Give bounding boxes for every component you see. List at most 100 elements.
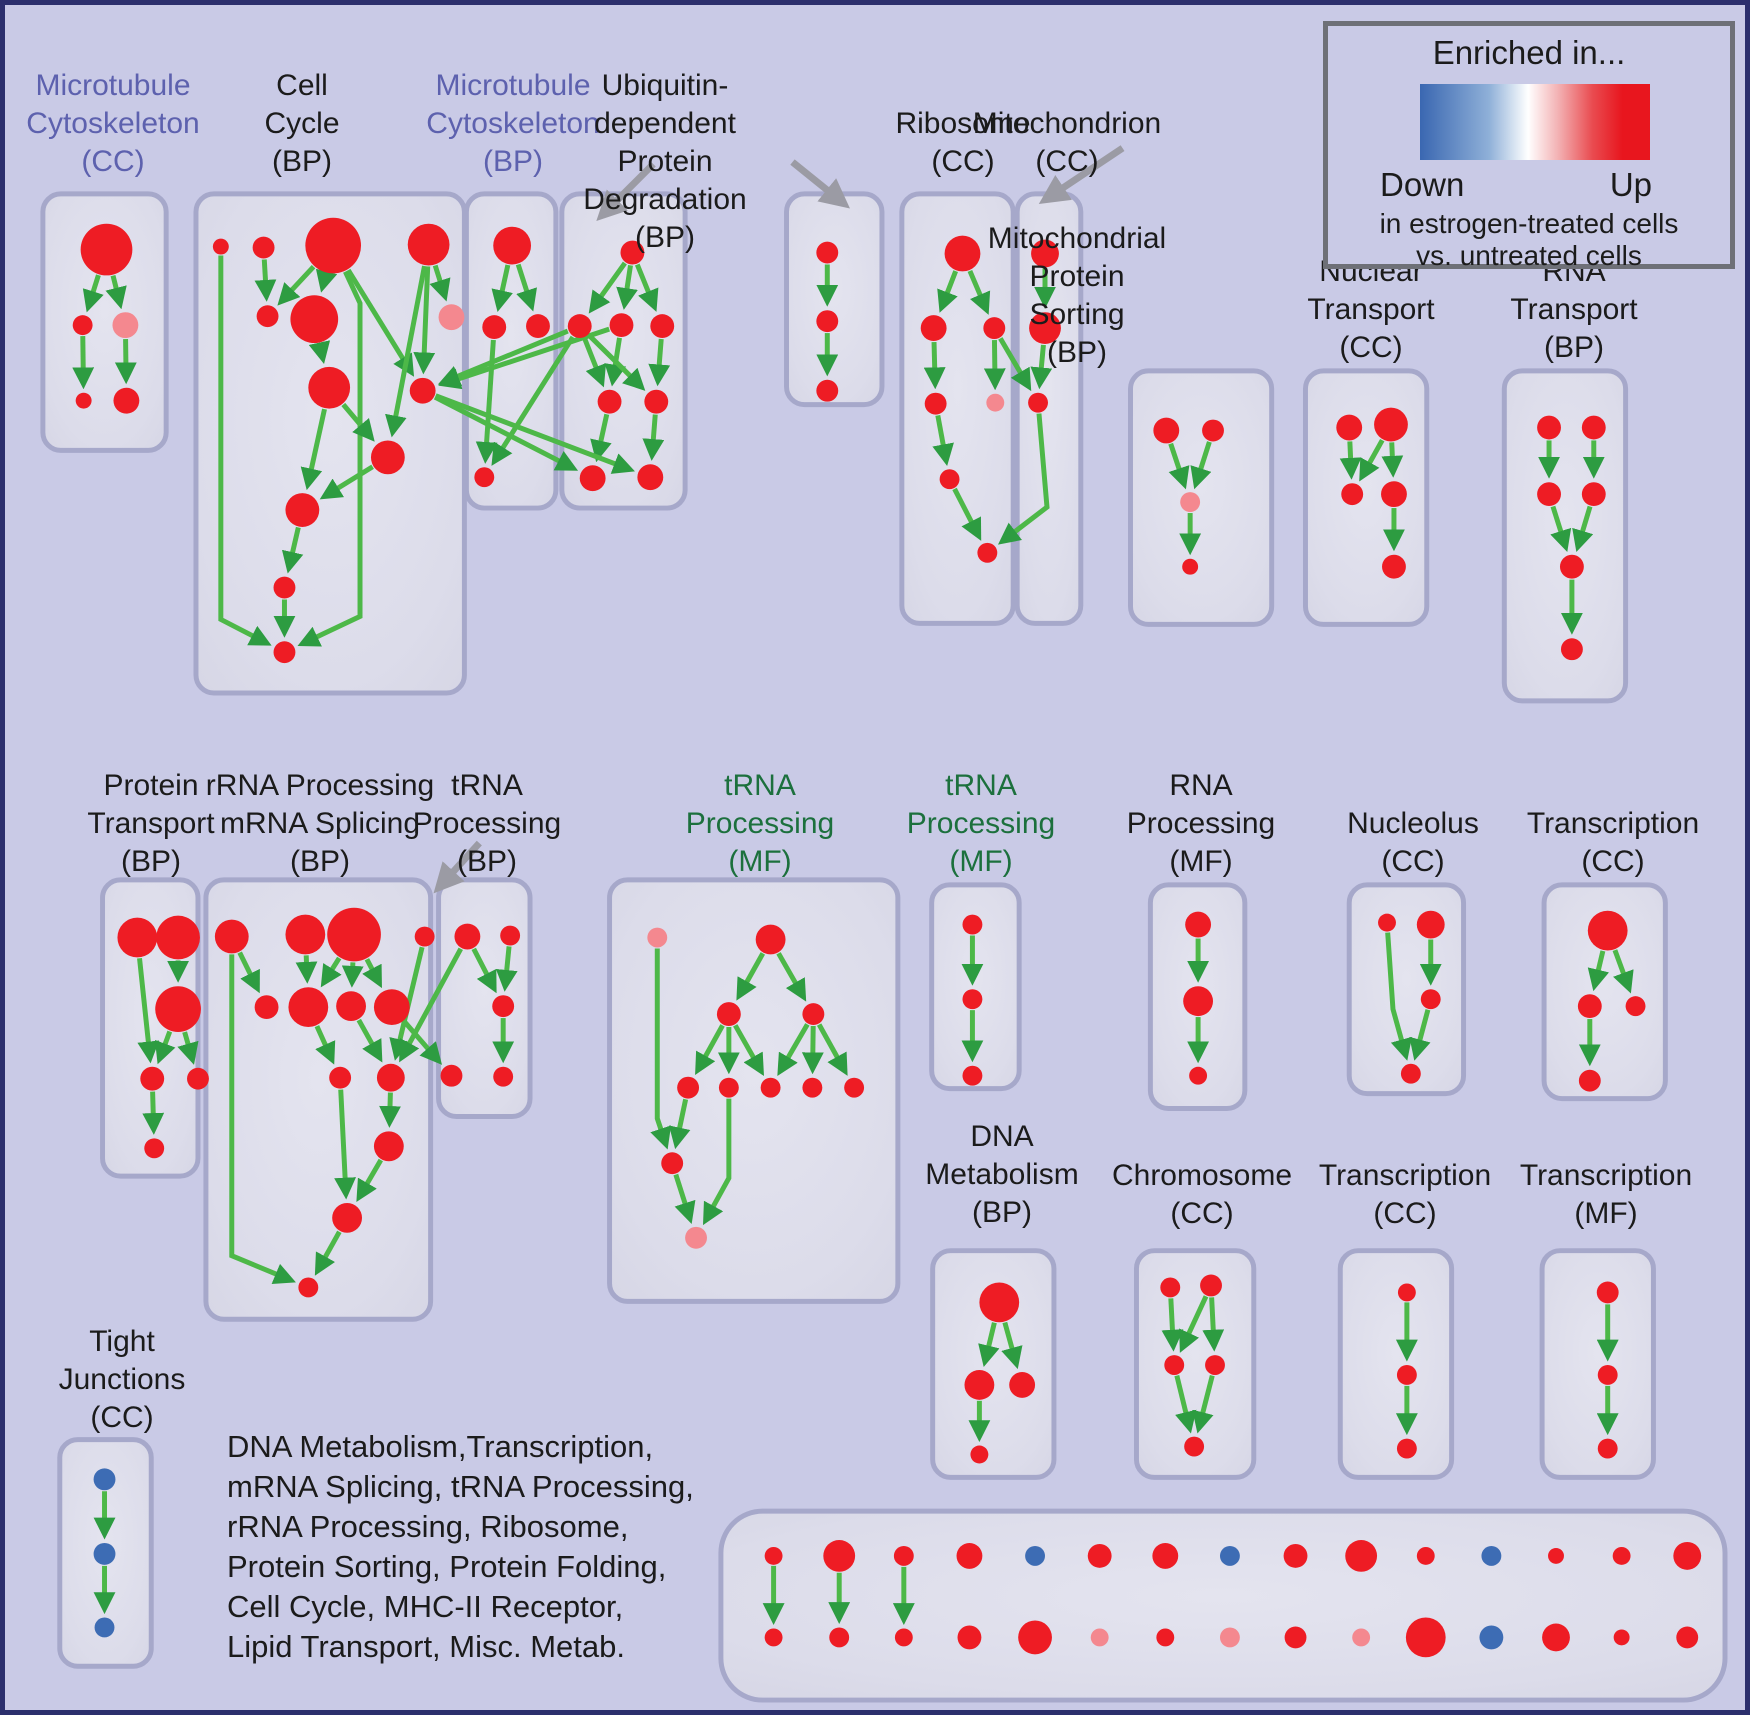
edge-N10-N11 [673, 1173, 696, 1225]
edge-N3-N5 [695, 1024, 725, 1076]
microtubule-cc-label-line: Microtubule [35, 69, 191, 102]
protein-transport-node-K3 [155, 986, 201, 1032]
transcription-cc-label: Transcription (CC) [1527, 805, 1699, 881]
edge-B11-B12 [281, 526, 304, 574]
misc-annotation-label-line: DNA Metabolism,Transcription, [227, 1429, 654, 1464]
rna-transport-node-J4 [1581, 482, 1606, 507]
mitochondrion-label: Mitochondrion (CC) [973, 105, 1161, 181]
edge-L9-L12 [334, 1089, 357, 1200]
misc-categories-node-Y6 [1090, 1628, 1109, 1647]
chromosome-label: Chromosome (CC) [1112, 1157, 1292, 1233]
rna-processing-mf-label-line: (MF) [1169, 845, 1233, 878]
microtubule-bp-node-C1 [493, 226, 532, 265]
microtubule-bp-node-C2 [482, 315, 507, 340]
legend-down-label: Down [1380, 166, 1465, 203]
edge-D4-D6 [648, 338, 671, 387]
edge-D2-C4 [491, 335, 575, 466]
mitochondrion-label-line: Mitochondrion [972, 107, 1162, 140]
mitochondrial-protein-sorting-node-H2 [1202, 419, 1224, 442]
transcription-mf-label-line: (MF) [1574, 1197, 1638, 1230]
edge-N1-N10 [650, 948, 672, 1150]
edge-A1-A3 [105, 275, 127, 310]
misc-annotation-label: DNA Metabolism,Transcription, mRNA Splici… [227, 1427, 694, 1667]
ribosome-node-F7 [977, 542, 998, 563]
edge-L4-L10 [389, 946, 425, 1061]
chromosome-node-T1 [1160, 1277, 1181, 1298]
protein-transport-node-K4 [140, 1066, 165, 1091]
ribosome-node-F4 [924, 392, 947, 415]
microtubule-cc-label: Microtubule Cytoskeleton (CC) [26, 67, 199, 181]
tight-junctions-label-line: Junctions [58, 1363, 186, 1396]
mitochondrial-protein-sorting-label-line: Mitochondrial [987, 222, 1167, 255]
transcription-cc-box [1541, 882, 1668, 1102]
misc-annotation-label-line: Protein Sorting, Protein Folding, [227, 1549, 667, 1584]
protein-transport-label: Protein Transport (BP) [87, 767, 214, 881]
edge-B1-B13 [218, 255, 272, 646]
edge-D1-D2 [588, 261, 627, 314]
transcription-cc-2-node-U3 [1396, 1438, 1417, 1459]
trna-processing-mf-small-node-O2 [962, 989, 983, 1010]
protein-transport-label-line: Protein [103, 769, 199, 802]
chromosome-label-line: (CC) [1170, 1197, 1234, 1230]
edge-T1-T3 [1161, 1298, 1184, 1352]
edge-L3-L6 [320, 956, 342, 988]
misc-categories-node-Y7 [1156, 1628, 1175, 1647]
ubiquitin-wide-node-D8 [637, 464, 664, 491]
transcription-cc-2-label-line: Transcription [1318, 1159, 1492, 1192]
microtubule-cc-node-A5 [113, 387, 140, 414]
ubiquitin-chain-node-E1 [816, 241, 839, 264]
misc-categories-node-X1 [764, 1546, 783, 1565]
protein-transport-node-K2 [156, 915, 200, 960]
edge-B9-D8 [434, 393, 635, 474]
edge-L12-L13 [314, 1230, 342, 1276]
cell-cycle-label: Cell Cycle (BP) [264, 67, 339, 181]
misc-categories-node-X2 [823, 1539, 856, 1572]
edge-A2-A4 [72, 336, 95, 390]
trna-processing-bp-label: tRNA Processing (BP) [413, 767, 561, 881]
cell-cycle-node-B7 [438, 304, 465, 331]
ubiquitin-chain-box [784, 191, 885, 408]
chromosome-box [1133, 1248, 1257, 1480]
edge-M1-L10 [399, 947, 463, 1063]
nuclear-transport-node-I3 [1341, 483, 1364, 506]
microtubule-bp-label-line: Microtubule [435, 69, 591, 102]
ubiquitin-wide-node-D1 [620, 240, 645, 265]
dna-metabolism-label: DNA Metabolism (BP) [925, 1118, 1078, 1232]
trna-processing-mf-large-label-line: tRNA [724, 769, 796, 802]
edge-L6-L9 [314, 1025, 336, 1065]
dna-metabolism-label-line: DNA [970, 1120, 1034, 1153]
edge-G2-G3 [1030, 344, 1053, 390]
transcription-cc-2-box [1337, 1248, 1455, 1480]
rna-processing-mf-label-line: Processing [1126, 807, 1276, 840]
mitochondrial-protein-sorting-label-line: Protein [1029, 260, 1125, 293]
ubiquitin-degradation-label: Ubiquitin-dependent Protein Degradation (BP… [583, 67, 746, 257]
edge-H2-H3 [1190, 441, 1212, 490]
trna-processing-mf-large-node-N9 [844, 1077, 865, 1098]
trna-processing-mf-small-label-line: tRNA [945, 769, 1017, 802]
rna-transport-node-J2 [1581, 415, 1606, 440]
edge-K3-K4 [154, 1030, 176, 1065]
rna-processing-mf-node-P1 [1185, 911, 1212, 938]
edge-B4-B7 [429, 264, 451, 302]
rrna-processing-node-L3 [327, 907, 381, 962]
edge-T2-T3 [1179, 1295, 1209, 1353]
ubiquitin-wide-node-D4 [650, 314, 675, 339]
edge-B2-B5 [254, 259, 277, 302]
dna-metabolism-node-S1 [979, 1282, 1020, 1323]
edge-B8-B11 [300, 408, 327, 491]
edge-F1-F3 [967, 269, 991, 315]
trna-processing-mf-small-label-line: (MF) [949, 845, 1013, 878]
rrna-processing-node-L5 [254, 995, 279, 1020]
trna-bp-to-box-pointer-arrow [433, 840, 482, 894]
trna-processing-bp-node-M1 [454, 923, 481, 950]
misc-categories-node-X14 [1612, 1546, 1631, 1565]
transcription-cc-2-label-line: (CC) [1373, 1197, 1437, 1230]
edge-B10-B11 [319, 464, 374, 500]
legend-title: Enriched in... [1432, 34, 1626, 71]
trna-processing-bp-node-M2 [500, 925, 521, 946]
misc-annotation-label-line: Lipid Transport, Misc. Metab. [227, 1629, 625, 1664]
edge-D2-B9 [437, 328, 569, 387]
microtubule-bp-label-line: (BP) [483, 145, 543, 178]
nucleolus-box [1346, 882, 1467, 1097]
